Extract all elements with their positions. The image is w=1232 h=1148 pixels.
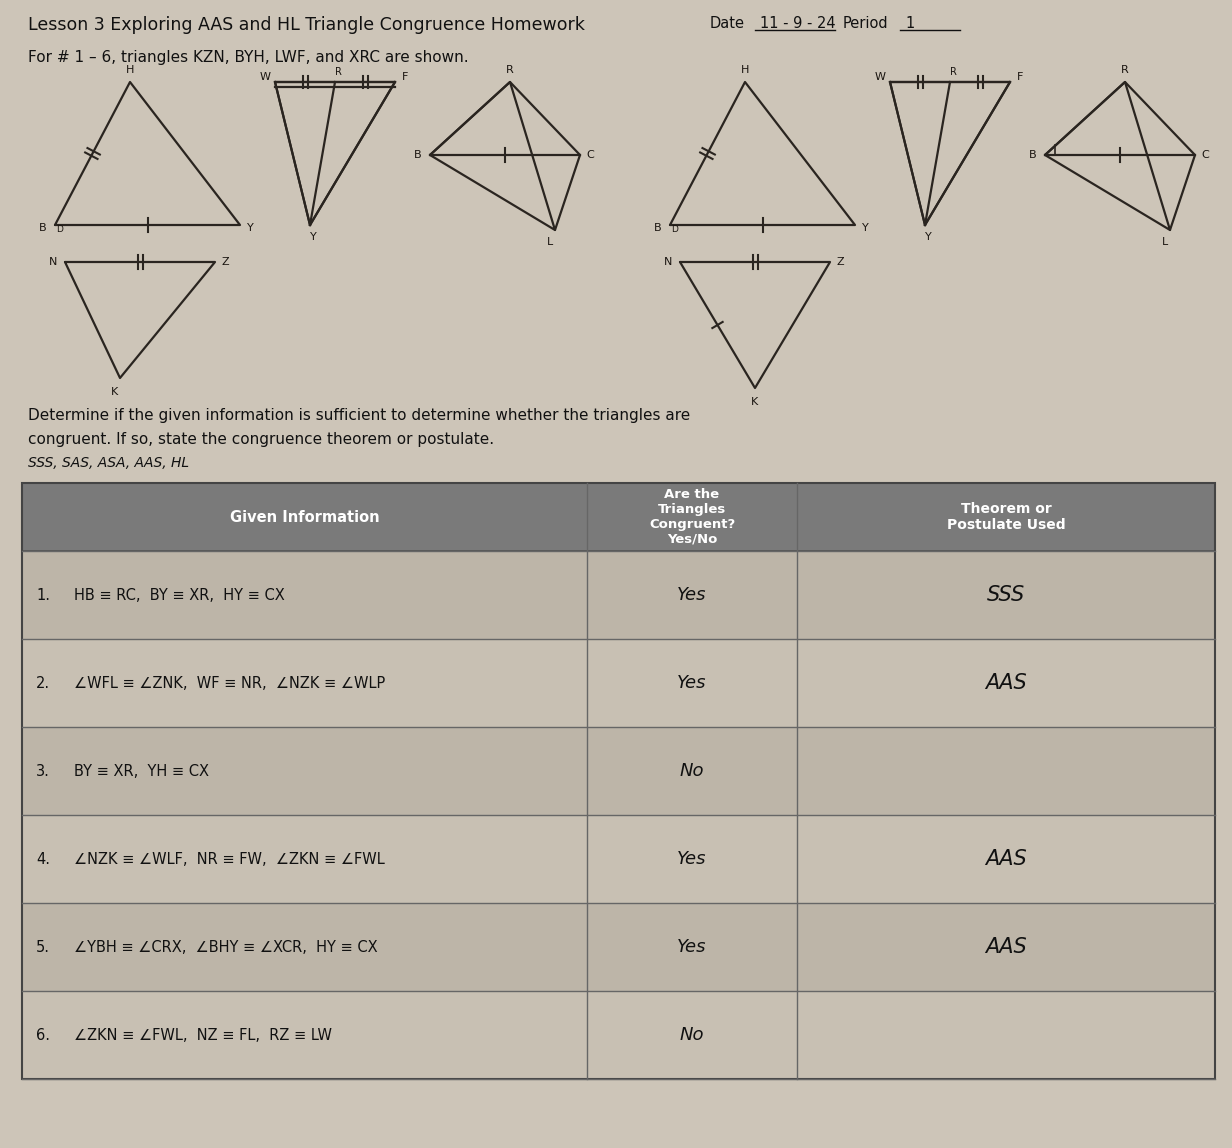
Text: Are the
Triangles
Congruent?
Yes/No: Are the Triangles Congruent? Yes/No — [649, 488, 736, 546]
Text: D: D — [57, 225, 63, 234]
Text: Yes: Yes — [678, 674, 707, 692]
Text: B: B — [654, 223, 662, 233]
Text: ∠WFL ≡ ∠ZNK,  WF ≡ NR,  ∠NZK ≡ ∠WLP: ∠WFL ≡ ∠ZNK, WF ≡ NR, ∠NZK ≡ ∠WLP — [74, 675, 386, 690]
Text: F: F — [402, 72, 408, 82]
Text: ∠YBH ≡ ∠CRX,  ∠BHY ≡ ∠XCR,  HY ≡ CX: ∠YBH ≡ ∠CRX, ∠BHY ≡ ∠XCR, HY ≡ CX — [74, 939, 378, 954]
Text: congruent. If so, state the congruence theorem or postulate.: congruent. If so, state the congruence t… — [28, 432, 494, 447]
Text: L: L — [547, 236, 553, 247]
Text: 2.: 2. — [36, 675, 51, 690]
Text: Y: Y — [309, 232, 317, 242]
Text: R: R — [950, 67, 956, 77]
Text: Z: Z — [837, 257, 844, 267]
Text: R: R — [1121, 65, 1129, 75]
Text: Theorem or
Postulate Used: Theorem or Postulate Used — [946, 502, 1066, 533]
Bar — [22, 727, 1215, 815]
Text: Determine if the given information is sufficient to determine whether the triang: Determine if the given information is su… — [28, 408, 690, 422]
Text: For # 1 – 6, triangles KZN, BYH, LWF, and XRC are shown.: For # 1 – 6, triangles KZN, BYH, LWF, an… — [28, 51, 468, 65]
Text: F: F — [1016, 72, 1024, 82]
Text: ∠NZK ≡ ∠WLF,  NR ≡ FW,  ∠ZKN ≡ ∠FWL: ∠NZK ≡ ∠WLF, NR ≡ FW, ∠ZKN ≡ ∠FWL — [74, 852, 384, 867]
Text: N: N — [49, 257, 57, 267]
Text: K: K — [111, 387, 118, 397]
Text: SSS: SSS — [987, 585, 1025, 605]
Text: C: C — [1201, 150, 1209, 160]
Text: 1: 1 — [906, 16, 914, 31]
Bar — [22, 483, 1215, 1079]
Text: Y: Y — [925, 232, 931, 242]
Text: AAS: AAS — [986, 937, 1027, 957]
Text: Yes: Yes — [678, 585, 707, 604]
Text: 1.: 1. — [36, 588, 51, 603]
Text: Given Information: Given Information — [229, 510, 379, 525]
Text: N: N — [664, 257, 673, 267]
Bar — [22, 551, 1215, 639]
Text: W: W — [260, 72, 271, 82]
Text: C: C — [586, 150, 594, 160]
Bar — [22, 483, 1215, 551]
Text: Y: Y — [246, 223, 254, 233]
Text: 4.: 4. — [36, 852, 51, 867]
Text: H: H — [740, 65, 749, 75]
Text: SSS, SAS, ASA, AAS, HL: SSS, SAS, ASA, AAS, HL — [28, 456, 190, 470]
Text: BY ≡ XR,  YH ≡ CX: BY ≡ XR, YH ≡ CX — [74, 763, 209, 778]
Text: Yes: Yes — [678, 938, 707, 956]
Text: AAS: AAS — [986, 673, 1027, 693]
Bar — [22, 639, 1215, 727]
Text: HB ≡ RC,  BY ≡ XR,  HY ≡ CX: HB ≡ RC, BY ≡ XR, HY ≡ CX — [74, 588, 285, 603]
Text: B: B — [39, 223, 47, 233]
Text: No: No — [680, 762, 705, 779]
Bar — [22, 815, 1215, 903]
Text: Yes: Yes — [678, 850, 707, 868]
Text: 11 - 9 - 24: 11 - 9 - 24 — [760, 16, 835, 31]
Text: R: R — [506, 65, 514, 75]
Text: Z: Z — [222, 257, 229, 267]
Bar — [22, 991, 1215, 1079]
Text: L: L — [1162, 236, 1168, 247]
Text: Period: Period — [843, 16, 888, 31]
Text: B: B — [1029, 150, 1037, 160]
Text: ∠ZKN ≡ ∠FWL,  NZ ≡ FL,  RZ ≡ LW: ∠ZKN ≡ ∠FWL, NZ ≡ FL, RZ ≡ LW — [74, 1027, 331, 1042]
Text: K: K — [752, 397, 759, 408]
Bar — [22, 903, 1215, 991]
Text: No: No — [680, 1026, 705, 1044]
Text: W: W — [875, 72, 886, 82]
Text: Lesson 3 Exploring AAS and HL Triangle Congruence Homework: Lesson 3 Exploring AAS and HL Triangle C… — [28, 16, 585, 34]
Text: R: R — [335, 67, 341, 77]
Text: Date: Date — [710, 16, 745, 31]
Text: AAS: AAS — [986, 850, 1027, 869]
Text: B: B — [414, 150, 421, 160]
Text: H: H — [126, 65, 134, 75]
Text: D: D — [671, 225, 679, 234]
Text: Y: Y — [861, 223, 869, 233]
Text: 6.: 6. — [36, 1027, 51, 1042]
Text: 5.: 5. — [36, 939, 51, 954]
Text: 3.: 3. — [36, 763, 49, 778]
